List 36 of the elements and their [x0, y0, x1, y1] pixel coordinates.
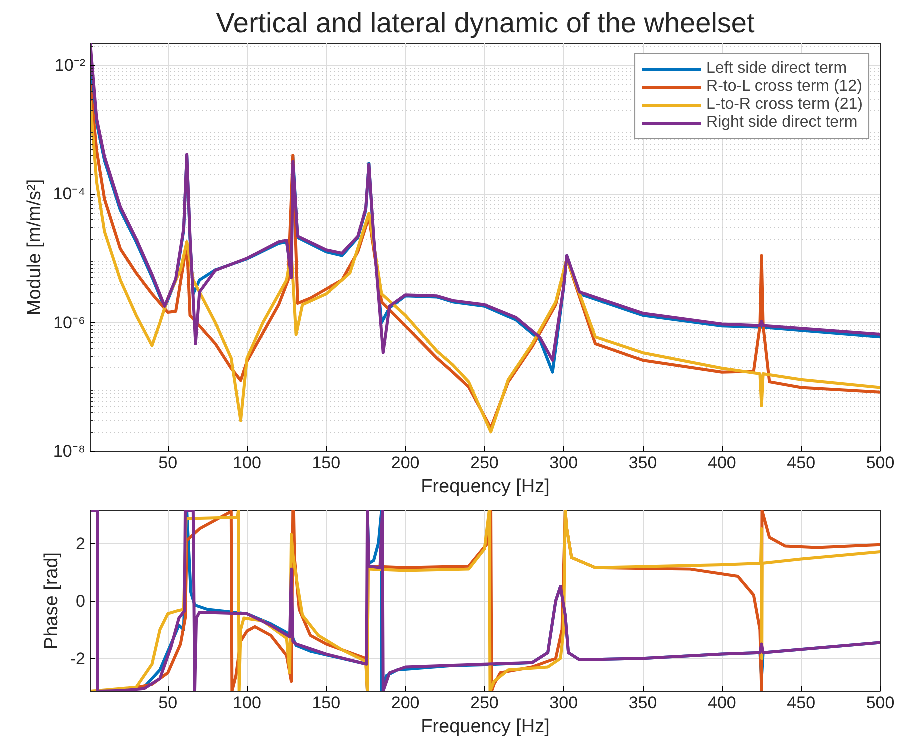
y-tick-label: 10⁻⁶ — [54, 313, 86, 332]
x-tick-label: 350 — [628, 454, 658, 472]
x-axis-title: Frequency [Hz] — [421, 476, 550, 498]
legend-label: Left side direct term — [706, 60, 848, 78]
x-tick-label: 400 — [708, 454, 736, 472]
y-tick-label: 10⁻² — [54, 56, 86, 76]
y-tick-label: 2 — [76, 534, 86, 554]
x-tick-label: 400 — [708, 694, 736, 712]
x-axis-title: Frequency [Hz] — [421, 716, 550, 738]
legend-label: R-to-L cross term (12) — [706, 78, 862, 96]
x-tick-label: 100 — [233, 694, 262, 712]
legend-label: L-to-R cross term (21) — [706, 96, 863, 114]
x-tick-label: 250 — [470, 454, 499, 472]
x-tick-label: 500 — [866, 454, 895, 472]
x-tick-label: 450 — [787, 454, 816, 472]
legend-label: Right side direct term — [706, 114, 858, 132]
x-tick-label: 150 — [312, 454, 341, 472]
x-tick-label: 450 — [787, 694, 816, 712]
x-tick-label: 50 — [158, 454, 178, 472]
x-tick-label: 150 — [312, 694, 341, 712]
x-tick-label: 200 — [391, 694, 420, 712]
x-tick-label: 100 — [233, 454, 262, 472]
y-tick-label: 10⁻⁸ — [53, 442, 86, 461]
y-tick-label: -2 — [70, 650, 86, 669]
x-tick-label: 300 — [550, 454, 578, 472]
x-tick-label: 300 — [550, 694, 578, 712]
y-axis-title: Module [m/m/s²] — [24, 179, 46, 316]
x-tick-label: 250 — [470, 694, 499, 712]
y-tick-label: 0 — [76, 592, 86, 611]
y-tick-label: 10⁻⁴ — [53, 184, 86, 204]
y-axis-title: Phase [rad] — [41, 552, 62, 650]
x-tick-label: 200 — [391, 454, 420, 472]
x-tick-label: 350 — [628, 694, 658, 712]
x-tick-label: 500 — [866, 694, 895, 712]
x-tick-label: 50 — [158, 694, 178, 712]
chart-title: Vertical and lateral dynamic of the wheelset — [216, 8, 755, 38]
